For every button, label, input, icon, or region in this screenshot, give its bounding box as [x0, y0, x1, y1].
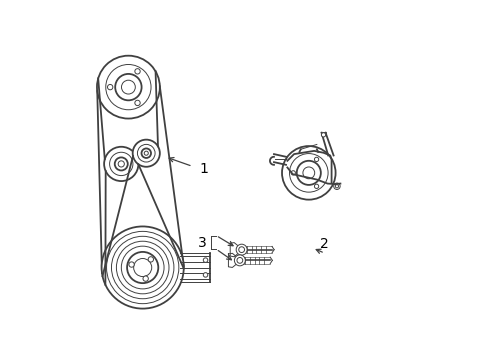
- Circle shape: [148, 257, 153, 262]
- Circle shape: [335, 185, 338, 188]
- Circle shape: [111, 236, 174, 299]
- Circle shape: [132, 140, 160, 167]
- Circle shape: [282, 146, 335, 200]
- Circle shape: [314, 157, 318, 162]
- Circle shape: [144, 151, 148, 155]
- Circle shape: [116, 241, 169, 294]
- Circle shape: [118, 161, 124, 167]
- Circle shape: [296, 161, 320, 185]
- Circle shape: [290, 171, 295, 175]
- Circle shape: [203, 258, 207, 262]
- Circle shape: [104, 147, 138, 181]
- Text: 2: 2: [320, 237, 328, 251]
- Circle shape: [137, 144, 155, 162]
- Circle shape: [289, 154, 327, 192]
- Circle shape: [102, 226, 183, 309]
- Circle shape: [135, 69, 140, 74]
- Circle shape: [333, 183, 340, 189]
- Circle shape: [142, 276, 148, 281]
- Circle shape: [314, 184, 318, 188]
- Circle shape: [121, 80, 135, 94]
- Text: 1: 1: [200, 162, 208, 176]
- Circle shape: [106, 231, 179, 304]
- Text: 3: 3: [198, 235, 206, 249]
- Circle shape: [97, 56, 160, 118]
- Circle shape: [321, 133, 325, 137]
- Circle shape: [127, 252, 158, 283]
- Circle shape: [203, 273, 207, 277]
- Circle shape: [141, 148, 151, 158]
- Circle shape: [302, 167, 314, 179]
- Circle shape: [115, 157, 127, 170]
- Circle shape: [121, 246, 163, 289]
- Circle shape: [238, 247, 244, 253]
- Circle shape: [105, 64, 151, 110]
- Circle shape: [129, 262, 134, 267]
- Circle shape: [115, 74, 142, 100]
- Circle shape: [109, 152, 133, 176]
- Circle shape: [107, 85, 113, 90]
- Circle shape: [236, 244, 246, 255]
- Circle shape: [237, 257, 242, 263]
- Circle shape: [133, 258, 151, 276]
- Circle shape: [234, 255, 245, 266]
- Circle shape: [135, 100, 140, 105]
